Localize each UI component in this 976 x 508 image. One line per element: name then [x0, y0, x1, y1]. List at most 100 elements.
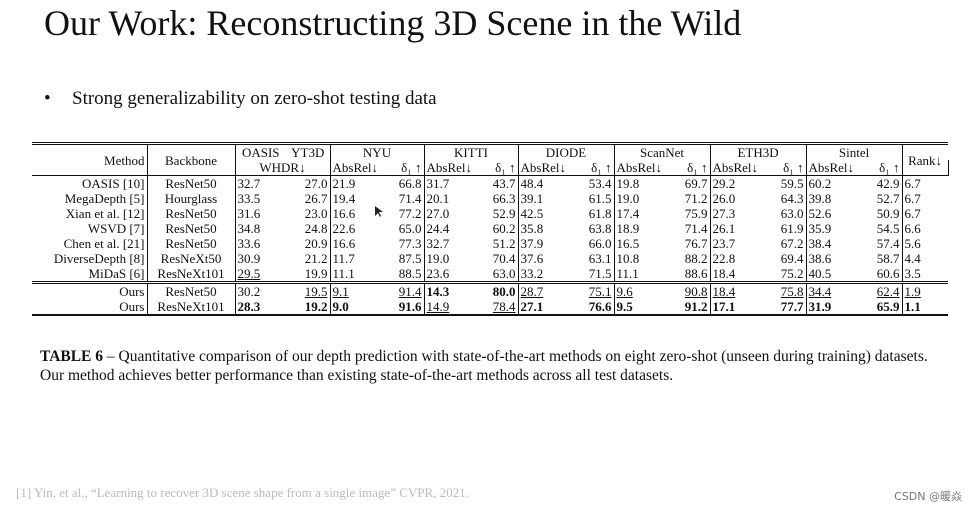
table-cell: Ours	[32, 299, 147, 316]
table-cell: MiDaS [6]	[88, 266, 145, 281]
table-cell: 34.4	[805, 281, 863, 299]
table-cell: 35.8	[517, 221, 573, 236]
header-cell: Rank↓	[901, 142, 949, 176]
table-cell: 50.9	[876, 206, 900, 221]
table-cell: 17.1	[709, 299, 767, 316]
table-cell: 24.8	[304, 221, 328, 236]
table-cell: 22.8	[709, 251, 767, 266]
table-cell: 24.4	[423, 221, 481, 236]
table-cell: 5.6	[901, 236, 949, 251]
table-cell: 91.6	[386, 299, 425, 316]
table-cell: 19.4	[329, 191, 386, 206]
table-cell: 71.5	[588, 266, 612, 281]
table-cell: 52.9	[492, 206, 516, 221]
header-cell: ETH3D	[709, 142, 807, 160]
table-cell: 33.6	[234, 236, 286, 251]
table-cell: 6.7	[901, 175, 949, 191]
table-cell: 6.7	[901, 191, 949, 206]
table-cell: 32.7	[423, 236, 481, 251]
table-cell: 66.0	[588, 236, 612, 251]
table-cell: 64.3	[780, 191, 804, 206]
table-cell: 18.4	[709, 281, 767, 299]
table-cell: 75.8	[766, 281, 807, 299]
table-cell: 26.7	[304, 191, 328, 206]
table-cell: 71.4	[398, 191, 422, 206]
table-cell: 33.5	[234, 191, 286, 206]
table-cell: 76.6	[572, 299, 615, 316]
table-cell: 11.1	[329, 266, 386, 283]
table-cell: Hourglass	[146, 191, 235, 206]
header-cell: WHDR↓	[234, 160, 330, 176]
table-cell: 71.2	[684, 191, 708, 206]
table-cell: 63.0	[780, 206, 804, 221]
table-cell: DiverseDepth [8]	[53, 251, 145, 266]
table-cell: 53.4	[588, 176, 612, 191]
header-cell: DIODE	[517, 142, 615, 160]
table-cell: 65.0	[398, 221, 422, 236]
table-cell: 1.9	[901, 281, 949, 299]
header-cell: AbsRel↓	[613, 160, 669, 176]
table-cell: 23.6	[423, 266, 481, 283]
table-cell: 29.2	[709, 175, 767, 191]
table-cell: 63.1	[588, 251, 612, 266]
table-cell: 75.9	[684, 206, 708, 221]
header-cell: δ₁ ↑	[668, 160, 711, 176]
table-cell: 69.7	[684, 176, 708, 191]
table-cell: 39.1	[517, 191, 573, 206]
table-cell: 10.8	[613, 251, 669, 266]
table-cell: 22.6	[329, 221, 386, 236]
footnote: [1] Yin, et al., “Learning to recover 3D…	[16, 485, 469, 500]
table-cell: 16.6	[329, 206, 386, 221]
table-cell: 20.9	[304, 236, 328, 251]
table-cell: ResNet50	[146, 175, 235, 191]
cursor	[375, 206, 383, 217]
table-cell: 27.3	[709, 206, 767, 221]
table-cell: 48.4	[517, 175, 573, 191]
header-cell: AbsRel↓	[329, 160, 386, 176]
table-cell: 14.3	[423, 281, 481, 299]
header-cell: AbsRel↓	[517, 160, 573, 176]
table-cell: 61.8	[588, 206, 612, 221]
table-cell: ResNeXt101	[146, 266, 235, 283]
table-cell: WSVD [7]	[87, 221, 145, 236]
table-cell: 58.7	[876, 251, 900, 266]
header-cell: AbsRel↓	[805, 160, 863, 176]
header-cell: δ₁ ↑	[862, 160, 903, 176]
table-cell: 54.5	[876, 221, 900, 236]
table-cell: 9.6	[613, 281, 669, 299]
table-cell: 16.5	[613, 236, 669, 251]
table-cell: 21.9	[329, 175, 386, 191]
table-cell: 87.5	[398, 251, 422, 266]
table-row: OASIS [10] ResNet50 32.7 27.0 21.9 66.8 31.7 43…	[32, 175, 949, 191]
table-row: Ours ResNet50 30.2 19.5 9.1 91.4 14.3 80.0 28.7 7…	[32, 281, 949, 299]
header-cell: Method	[32, 142, 147, 176]
table-cell: OASIS [10]	[82, 176, 145, 191]
table-row: Ours ResNeXt101 28.3 19.2 9.0 91.6 14.9 78.4 27.…	[32, 299, 949, 316]
table-cell: 76.7	[684, 236, 708, 251]
table-cell: 59.5	[780, 176, 804, 191]
table-cell: ResNet50	[146, 206, 235, 221]
table-cell: 65.9	[862, 299, 903, 316]
table-cell: 77.2	[398, 206, 422, 221]
table-cell: 30.9	[234, 251, 286, 266]
table-cell: 80.0	[480, 281, 519, 299]
table-cell: 21.2	[304, 251, 328, 266]
table-cell: ResNeXt101	[146, 299, 235, 316]
bullet: • Strong generalizability on zero-shot te…	[44, 88, 437, 110]
table-cell: 88.2	[684, 251, 708, 266]
table-cell: 43.7	[492, 176, 516, 191]
table-cell: 63.8	[588, 221, 612, 236]
header-cell: Backbone	[146, 142, 235, 176]
table-cell: 17.4	[613, 206, 669, 221]
table-cell: 29.5	[234, 266, 286, 283]
header-cell: AbsRel↓	[423, 160, 481, 176]
header-cell: ScanNet	[613, 142, 711, 160]
table-cell: MegaDepth [5]	[64, 191, 145, 206]
table-cell: 16.6	[329, 236, 386, 251]
table-cell: 90.8	[668, 281, 711, 299]
table-cell: 28.7	[517, 281, 573, 299]
table-cell: ResNet50	[146, 221, 235, 236]
table-cell: 88.6	[684, 266, 708, 281]
table-cell: 62.4	[862, 281, 903, 299]
table-row: Xian et al. [12] ResNet50 31.6 23.0 16.6 77.2…	[32, 206, 949, 221]
